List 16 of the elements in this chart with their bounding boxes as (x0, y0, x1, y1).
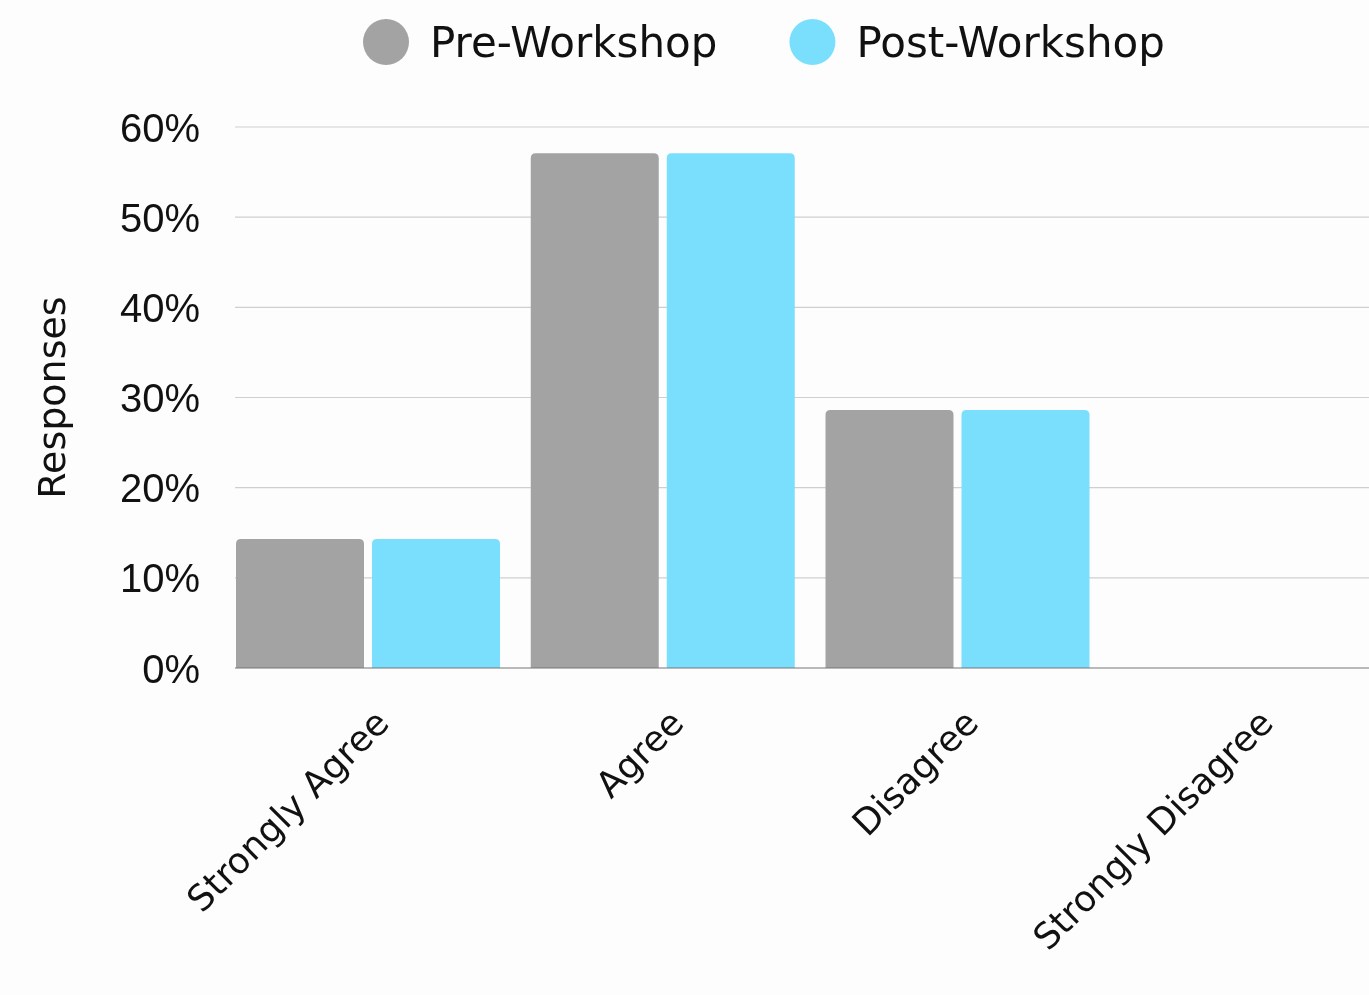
y-tick-label: 0% (142, 646, 200, 691)
y-tick-label: 20% (119, 466, 200, 511)
bar (372, 539, 500, 668)
legend-label: Pre-Workshop (430, 17, 718, 67)
bar (236, 539, 364, 668)
y-tick-label: 40% (119, 285, 200, 330)
bar (666, 153, 795, 668)
y-tick-label: 50% (119, 195, 200, 240)
y-axis-title: Responses (30, 296, 74, 499)
bar (825, 410, 954, 668)
bar (530, 153, 659, 668)
y-tick-label: 30% (119, 376, 200, 420)
bar (961, 410, 1090, 668)
y-tick-label: 10% (119, 556, 200, 601)
legend-label: Post-Workshop (856, 17, 1165, 67)
y-tick-label: 60% (119, 105, 200, 150)
